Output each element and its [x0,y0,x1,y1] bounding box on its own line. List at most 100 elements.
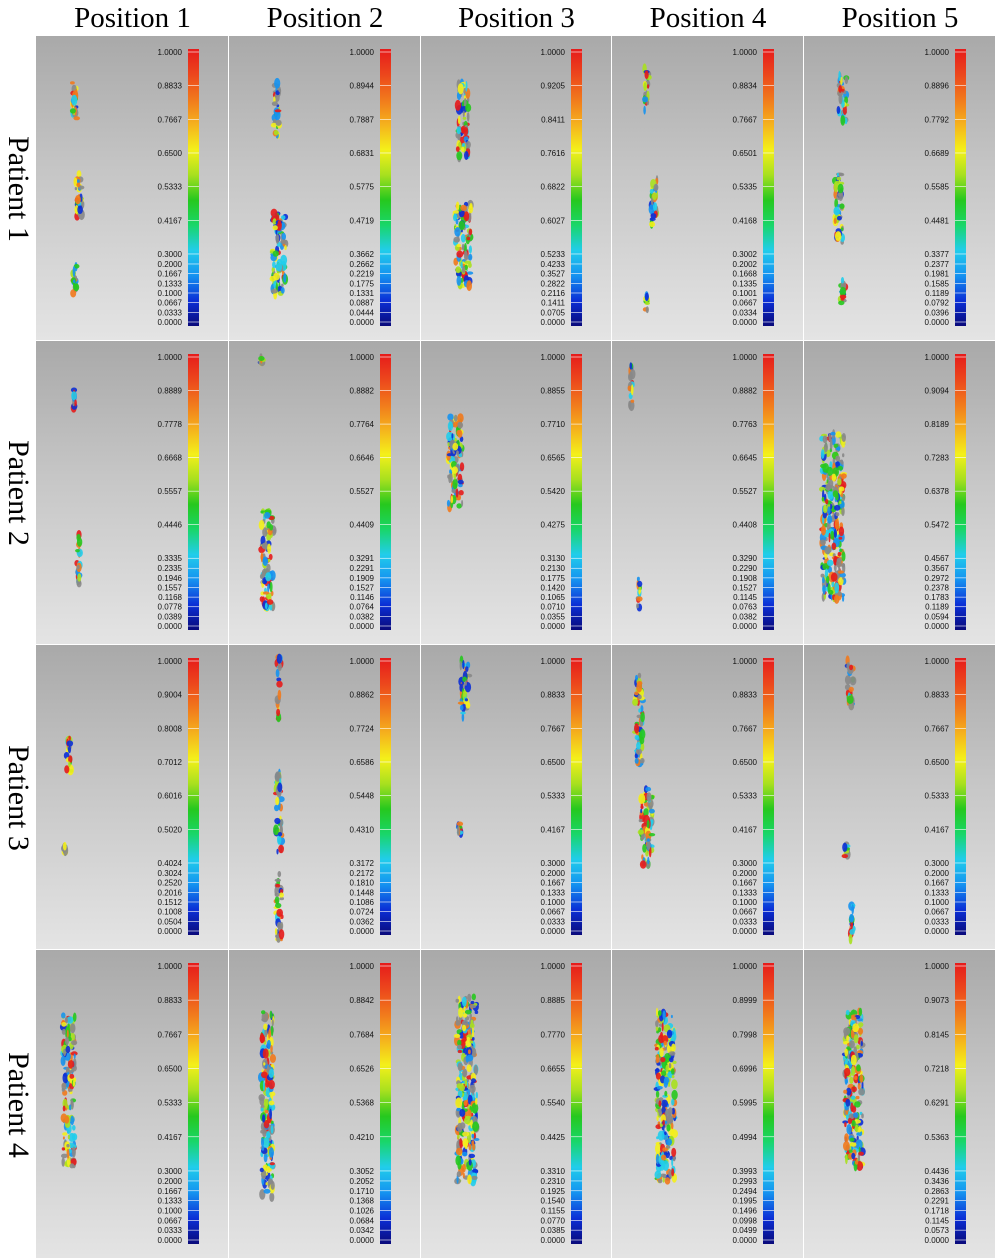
scan-blob [270,1025,274,1037]
panel-graphic: 1.0000 0.8833 0.7667 0.6500 0.5333 0.4167 0.30… [841,655,966,945]
scan-blob [822,585,826,595]
scan-blob [662,1147,668,1152]
colorbar-tick-label: 0.2377 [925,260,950,269]
scan-blob [273,272,280,281]
colorbar-tick-label: 0.0000 [350,1236,375,1245]
colorbar-tick-label: 0.5333 [158,183,183,192]
colorbar-tick-label: 0.6655 [541,1064,566,1073]
scan-blob [658,1010,662,1017]
scan-blob [832,512,835,520]
colorbar-tick-label: 0.6822 [541,183,566,192]
scan-blob [61,1022,67,1027]
scan-blob [830,431,836,436]
scan-blob [281,283,284,288]
scan-blob [457,1062,463,1071]
colorbar-tick-label: 0.5527 [733,487,758,496]
colorbar-tick-label: 0.1146 [350,593,374,602]
colorbar-tick-label: 0.1718 [925,1206,950,1215]
colorbar-tick-label: 0.0763 [733,603,758,612]
scan-blob [75,549,80,553]
scan-blob [270,1125,274,1134]
colorbar-tick-label: 0.8833 [925,691,950,700]
scan-blob [453,414,458,422]
scan-blob [652,192,657,200]
scan-blob [858,1088,865,1096]
scan-blob [849,929,855,935]
scan-blob [461,265,466,274]
colorbar-tick-label: 0.1411 [541,299,565,308]
scan-blob [60,1055,66,1066]
colorbar-tick-label: 0.1667 [925,879,950,888]
scan-blob [463,1117,471,1125]
scan-blob [821,497,825,502]
scan-blob [851,1016,857,1021]
scan-blob [824,546,831,555]
scan-blob [471,993,476,1001]
panel-graphic: 1.0000 0.9004 0.8008 0.7012 0.6016 0.5020 0.40… [61,657,199,936]
scan-blob [461,146,465,153]
scan-blob [72,279,76,283]
scan-blob [638,589,642,593]
scan-blob [452,478,458,490]
scan-blob [462,1013,468,1018]
scan-blob [268,1100,275,1106]
colorbar-tick-label: 0.2000 [158,260,183,269]
scan-blob [645,786,652,792]
scan-blob [844,1122,847,1128]
scan-blob [851,904,854,915]
colorbar-tick-label: 1.0000 [733,657,758,666]
scan-blob [839,203,845,209]
colorbar-tick-label: 0.8411 [541,115,565,124]
scan-blob [828,532,831,543]
scan-blob [834,518,840,530]
scan-blob [274,928,278,936]
scan-blob [465,701,471,709]
colorbar-tick-label: 1.0000 [541,48,566,57]
panel-r2-c2: 1.0000 0.8882 0.7764 0.6646 0.5527 0.4409 0.32… [229,341,421,645]
colorbar-tick-label: 0.4994 [733,1133,758,1142]
scan-blob [67,1134,70,1140]
scan-blob [664,1131,667,1135]
panel-graphic: 1.0000 0.8944 0.7887 0.6831 0.5775 0.4719 0.36… [269,48,391,327]
scan-blob [640,836,644,841]
scan-blob [446,453,453,457]
row-label-text: Patient 2 [2,440,35,546]
colorbar-tick-label: 1.0000 [158,657,183,666]
scan-blob [61,1028,66,1035]
scan-blob [459,660,462,671]
scan-blob [838,526,845,537]
panel-graphic: 1.0000 0.8833 0.7667 0.6500 0.5333 0.4167 0.30… [632,657,774,936]
scan-blob [455,1155,461,1166]
scan-blob [630,369,636,380]
scan-blob [277,662,282,671]
scan-blob [465,666,469,672]
panel-graphic: 1.0000 0.9205 0.8411 0.7616 0.6822 0.6027 0.52… [452,48,582,327]
scan-blob [468,253,473,261]
scan-blob [630,399,635,403]
panel-graphic: 1.0000 0.9073 0.8145 0.7218 0.6291 0.5363 0.44… [841,962,966,1245]
colorbar-tick-label: 0.3436 [925,1177,950,1186]
colorbar-tick-label: 0.1908 [733,574,758,583]
scan-blob [261,1071,268,1079]
colorbar-tick-label: 0.1331 [350,289,375,298]
colorbar [571,49,582,326]
scan-blob [64,1016,68,1024]
scan-blob [642,843,647,853]
scan-blob [455,1097,463,1108]
scan-blob [656,1007,658,1017]
scan-blob [457,421,464,429]
scan-blob [649,221,656,228]
colorbar-tick-label: 0.4210 [350,1133,375,1142]
colorbar-tick-label: 0.8833 [158,996,183,1005]
colorbar-tick-label: 0.3290 [733,554,758,563]
colorbar-tick-label: 0.8833 [158,82,183,91]
scan-blob [849,1142,857,1147]
scan-blob [453,421,458,428]
scan-blob [468,262,472,268]
scan-blob [635,674,638,681]
scan-blob [274,77,281,89]
scan-blob [61,1012,66,1019]
scan-blob [456,243,462,248]
colorbar-tick-label: 0.2116 [541,289,565,298]
colorbar-tick-label: 0.8896 [925,82,950,91]
